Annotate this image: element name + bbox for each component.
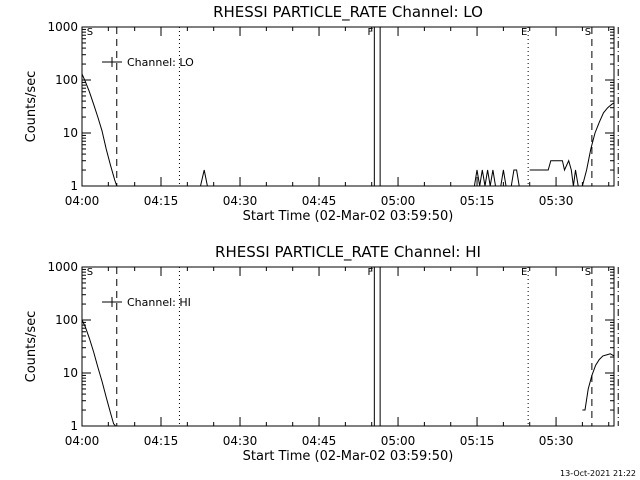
x-tick-label: 04:30	[223, 194, 258, 208]
chart-title: RHESSI PARTICLE_RATE Channel: LO	[213, 3, 483, 22]
x-tick-label: 05:30	[539, 434, 574, 448]
data-series-line	[529, 159, 579, 187]
x-tick-label: 04:30	[223, 434, 258, 448]
legend-label: Channel: LO	[127, 56, 194, 69]
y-tick-label: 10	[63, 126, 78, 140]
x-tick-label: 04:45	[302, 434, 337, 448]
x-tick-label: 05:15	[460, 434, 495, 448]
plot-frame	[81, 26, 615, 187]
event-marker-label: S	[585, 27, 591, 38]
plot-frame	[81, 266, 615, 427]
event-marker-label: E	[521, 27, 527, 38]
x-tick-label: 04:00	[65, 434, 100, 448]
x-axis-label: Start Time (02-Mar-02 03:59:50)	[243, 449, 454, 464]
data-series-line	[581, 102, 615, 187]
y-tick-label: 1	[70, 179, 78, 193]
y-tick-label: 1000	[47, 20, 78, 34]
event-marker-label: S	[585, 267, 591, 278]
event-marker-label: F	[367, 27, 373, 38]
data-series-line	[473, 169, 520, 187]
event-marker-label: E	[521, 267, 527, 278]
x-tick-label: 05:00	[381, 194, 416, 208]
data-series-line	[582, 353, 615, 411]
y-axis-label: Counts/sec	[24, 311, 39, 383]
event-marker-label: S	[87, 267, 93, 278]
chart-title: RHESSI PARTICLE_RATE Channel: HI	[215, 243, 481, 262]
y-tick-label: 100	[55, 73, 78, 87]
x-tick-label: 04:15	[144, 194, 179, 208]
x-tick-label: 04:45	[302, 194, 337, 208]
y-tick-label: 100	[55, 313, 78, 327]
x-tick-label: 05:15	[460, 194, 495, 208]
legend-label: Channel: HI	[127, 296, 191, 309]
y-tick-label: 1000	[47, 260, 78, 274]
x-tick-label: 04:00	[65, 194, 100, 208]
x-tick-label: 04:15	[144, 434, 179, 448]
x-axis-label: Start Time (02-Mar-02 03:59:50)	[243, 209, 454, 224]
event-marker-label: S	[87, 27, 93, 38]
event-marker-label: F	[367, 267, 373, 278]
y-tick-label: 1	[70, 419, 78, 433]
x-tick-label: 05:30	[539, 194, 574, 208]
creation-timestamp: 13-Oct-2021 21:22	[560, 469, 636, 478]
y-axis-label: Counts/sec	[24, 71, 39, 143]
data-series-line	[81, 73, 118, 187]
hi-channel-panel: RHESSI PARTICLE_RATE Channel: HI 1 10 100 10…	[24, 243, 619, 464]
x-tick-label: 05:00	[381, 434, 416, 448]
data-series-line	[81, 319, 117, 427]
data-series-line	[200, 169, 208, 187]
lo-channel-panel: RHESSI PARTICLE_RATE Channel: LO 1 10 100 10…	[24, 3, 619, 224]
y-tick-label: 10	[63, 366, 78, 380]
